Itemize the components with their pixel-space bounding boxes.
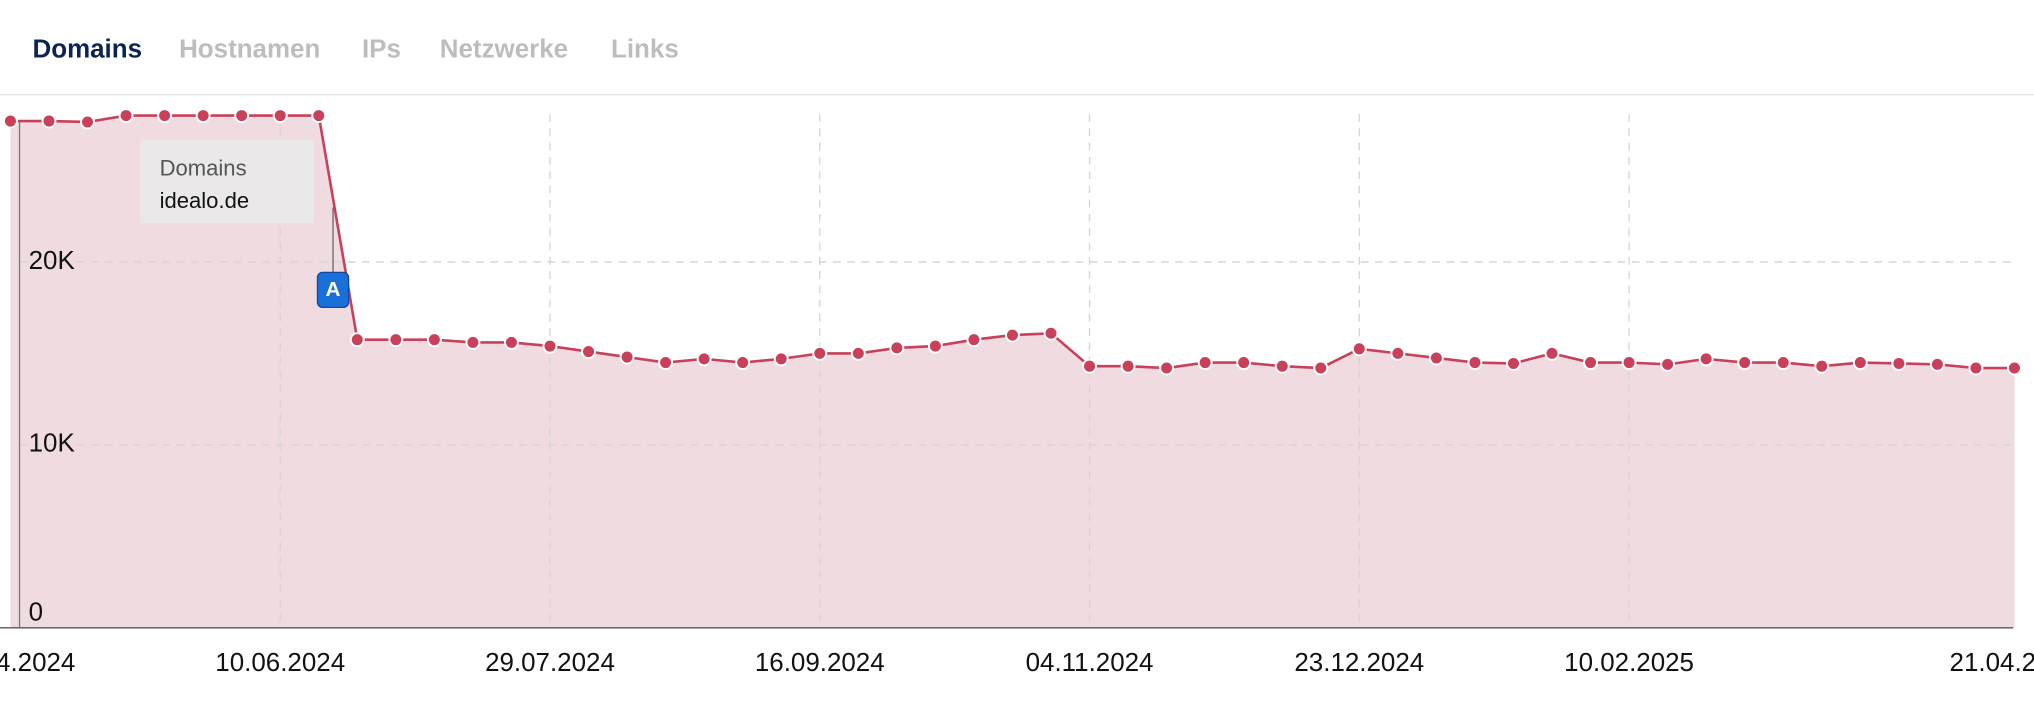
point <box>157 108 173 124</box>
x-tick-label: 04.11.2024 <box>1026 649 1154 677</box>
point <box>1506 355 1521 371</box>
point <box>234 108 250 124</box>
point <box>80 114 95 130</box>
y-tick-label: 10K <box>29 430 76 458</box>
point <box>1428 350 1444 366</box>
point <box>195 108 211 124</box>
point <box>966 332 982 348</box>
point <box>1236 355 1252 370</box>
point <box>927 338 943 354</box>
y-tick-label: 20K <box>29 247 76 275</box>
point <box>1775 355 1791 370</box>
point <box>889 340 905 356</box>
point <box>41 113 57 129</box>
x-tick-label: 10.06.2024 <box>215 649 345 677</box>
point <box>1583 355 1599 370</box>
point <box>388 332 404 348</box>
point <box>1621 355 1637 370</box>
point <box>349 332 365 348</box>
point <box>1197 355 1213 370</box>
point <box>1159 360 1175 376</box>
tab[interactable]: IPs <box>362 35 401 63</box>
point <box>850 345 866 361</box>
point <box>1814 358 1830 374</box>
point <box>619 349 635 365</box>
y-tick-label: 0 <box>29 598 43 626</box>
point <box>311 108 327 124</box>
point <box>1120 358 1136 374</box>
point <box>1660 356 1676 372</box>
point <box>1082 358 1097 374</box>
point <box>503 334 519 350</box>
point <box>2 113 18 129</box>
point <box>1467 355 1483 370</box>
x-tick-label: 22.04.2024 <box>0 649 75 677</box>
point <box>465 334 481 350</box>
x-tick-label: 23.12.2024 <box>1294 649 1424 677</box>
point <box>1852 355 1868 370</box>
tooltip-text: idealo.de <box>160 188 249 213</box>
point <box>118 108 134 124</box>
point <box>1313 360 1329 376</box>
point <box>1929 356 1945 372</box>
x-tick-label: 10.02.2025 <box>1564 649 1694 677</box>
tab[interactable]: Hostnamen <box>179 35 320 63</box>
point <box>1698 351 1714 367</box>
annotation-label: A <box>326 278 341 301</box>
area <box>10 115 2015 628</box>
tab[interactable]: Netzwerke <box>440 35 568 63</box>
point <box>1968 360 1984 376</box>
point <box>812 345 828 361</box>
point <box>1043 325 1059 341</box>
point <box>696 351 712 367</box>
point <box>542 338 558 354</box>
point <box>1390 345 1406 361</box>
point <box>2007 360 2022 376</box>
point <box>773 351 789 367</box>
tooltip-title: Domains <box>160 156 247 181</box>
point <box>1351 341 1367 357</box>
tooltip-box <box>140 140 314 224</box>
point <box>1891 355 1907 371</box>
point <box>1274 358 1290 374</box>
point <box>581 344 596 360</box>
point <box>735 355 751 370</box>
point <box>426 332 442 348</box>
point <box>1005 327 1020 343</box>
point <box>272 108 288 124</box>
x-tick-label: 16.09.2024 <box>755 649 885 677</box>
x-tick-label: 29.07.2024 <box>485 649 615 677</box>
tab[interactable]: Links <box>611 35 679 63</box>
point <box>1544 345 1560 361</box>
annotation-marker <box>316 271 350 309</box>
x-tick-label: 21.04.2025 <box>1950 649 2034 677</box>
point <box>658 355 674 370</box>
point <box>1737 355 1753 370</box>
tab[interactable]: Domains <box>33 35 143 63</box>
